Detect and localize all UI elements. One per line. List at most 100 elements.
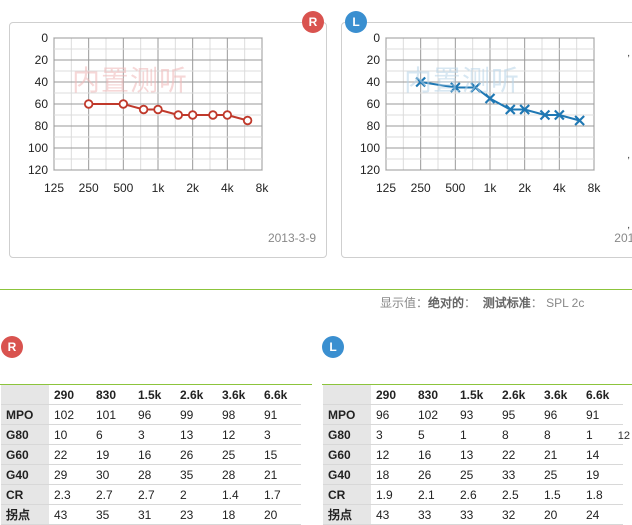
data-point: [153, 104, 163, 115]
y-tick-label: 120: [28, 163, 48, 177]
table-cell: 5: [413, 424, 455, 445]
row-label: G40: [323, 464, 371, 485]
x-tick-label: 125: [44, 181, 64, 195]
table-cell: 21: [259, 464, 301, 485]
column-header: 830: [413, 385, 455, 405]
left-ear-badge: L: [345, 11, 367, 33]
left-ear-audiogram: 0 20 40 60 80 100 120 125 250 500 1k 2k 4k 8k: [360, 31, 602, 195]
scroll-marker: ,: [627, 150, 630, 161]
table-corner: [323, 385, 371, 405]
y-tick-label: 0: [41, 31, 48, 45]
table-cell: 25: [217, 444, 259, 465]
table-cell: 93: [455, 404, 497, 425]
table-cell: 10: [49, 424, 91, 445]
table-cell: 96: [371, 404, 413, 425]
table-row: G80 3 5 1 8 8 1: [323, 424, 623, 445]
x-tick-label: 2k: [186, 181, 200, 195]
table-cell: 2.7: [91, 484, 133, 505]
row-label: G80: [323, 424, 371, 445]
x-tick-label: 4k: [221, 181, 235, 195]
table-cell: 22: [497, 444, 539, 465]
data-point: [539, 109, 551, 121]
table-cell: 1.8: [581, 484, 623, 505]
table-row: G80 10 6 3 13 12 3: [1, 424, 301, 445]
table-cell: 22: [49, 444, 91, 465]
left-test-date: 2013: [614, 231, 632, 245]
table-cell: 25: [455, 464, 497, 485]
table-cell: 25: [539, 464, 581, 485]
table-corner: [1, 385, 49, 405]
table-cell: 13: [175, 424, 217, 445]
x-tick-label: 250: [79, 181, 99, 195]
table-row: CR 2.3 2.7 2.7 2 1.4 1.7: [1, 484, 301, 505]
table-cell: 6: [91, 424, 133, 445]
table-cell: 3: [259, 424, 301, 445]
table-cell: 16: [413, 444, 455, 465]
y-tick-label: 120: [360, 163, 380, 177]
table-cell: 1.5: [539, 484, 581, 505]
left-params-table: 290 830 1.5k 2.6k 3.6k 6.6k MPO 96 102 93 95 96 91 G8…: [323, 385, 623, 525]
table-cell: 19: [581, 464, 623, 485]
table-row: G40 18 26 25 33 25 19: [323, 464, 623, 485]
y-tick-label: 40: [35, 75, 49, 89]
data-point: [470, 82, 481, 93]
x-tick-label: 1k: [484, 181, 498, 195]
column-header: 290: [371, 385, 413, 405]
table-cell: 2.7: [133, 484, 175, 505]
table-cell: 1.9: [371, 484, 413, 505]
display-label: 显示值：: [380, 296, 429, 310]
table-cell: 43: [371, 504, 413, 525]
data-point: [118, 99, 129, 109]
column-header: 2.6k: [175, 385, 217, 405]
data-point: [83, 99, 94, 109]
column-header: 1.5k: [455, 385, 497, 405]
y-tick-label: 80: [367, 119, 381, 133]
left-table-topline: [322, 384, 632, 385]
scroll-marker: ,: [627, 48, 630, 59]
data-point: [187, 110, 198, 120]
table-cell: 20: [259, 504, 301, 525]
table-cell: 32: [497, 504, 539, 525]
table-cell: 1.4: [217, 484, 259, 505]
table-cell: 102: [49, 404, 91, 425]
data-point: [242, 115, 253, 126]
y-tick-label: 100: [28, 141, 48, 155]
table-row: MPO 102 101 96 99 98 91: [1, 404, 301, 425]
right-watermark: 内置测听: [72, 65, 189, 96]
scroll-marker: ,: [627, 220, 630, 231]
y-tick-label: 60: [35, 97, 49, 111]
table-cell: 35: [91, 504, 133, 525]
row-label: G40: [1, 464, 49, 485]
table-cell: 91: [581, 404, 623, 425]
y-tick-label: 0: [373, 31, 380, 45]
data-point: [138, 104, 149, 115]
right-table-badge: R: [1, 336, 23, 358]
left-table-badge: L: [322, 336, 344, 358]
table-cell: 96: [539, 404, 581, 425]
y-tick-label: 60: [367, 97, 381, 111]
x-tick-label: 125: [376, 181, 396, 195]
table-cell: 1.7: [259, 484, 301, 505]
table-cell: 16: [133, 444, 175, 465]
table-cell: 15: [259, 444, 301, 465]
table-cell: 2.6: [455, 484, 497, 505]
table-cell: 3: [371, 424, 413, 445]
x-tick-label: 2k: [518, 181, 532, 195]
row-label: G80: [1, 424, 49, 445]
right-test-date: 2013-3-9: [267, 231, 316, 245]
x-tick-label: 8k: [588, 181, 602, 195]
table-cell: 1: [581, 424, 623, 445]
x-tick-label: 8k: [256, 181, 270, 195]
column-header: 2.6k: [497, 385, 539, 405]
left-params-table-wrap: 290 830 1.5k 2.6k 3.6k 6.6k MPO 96 102 93 95 96 91 G8…: [323, 385, 623, 525]
column-header: 3.6k: [217, 385, 259, 405]
row-label: 拐点: [323, 504, 371, 525]
table-cell: 28: [133, 464, 175, 485]
table-cell: 31: [133, 504, 175, 525]
table-cell: 13: [455, 444, 497, 465]
table-cell: 26: [175, 444, 217, 465]
data-point: [505, 104, 516, 115]
row-label: G60: [1, 444, 49, 465]
table-cell: 98: [217, 404, 259, 425]
table-row: G60 12 16 13 22 21 14: [323, 444, 623, 465]
